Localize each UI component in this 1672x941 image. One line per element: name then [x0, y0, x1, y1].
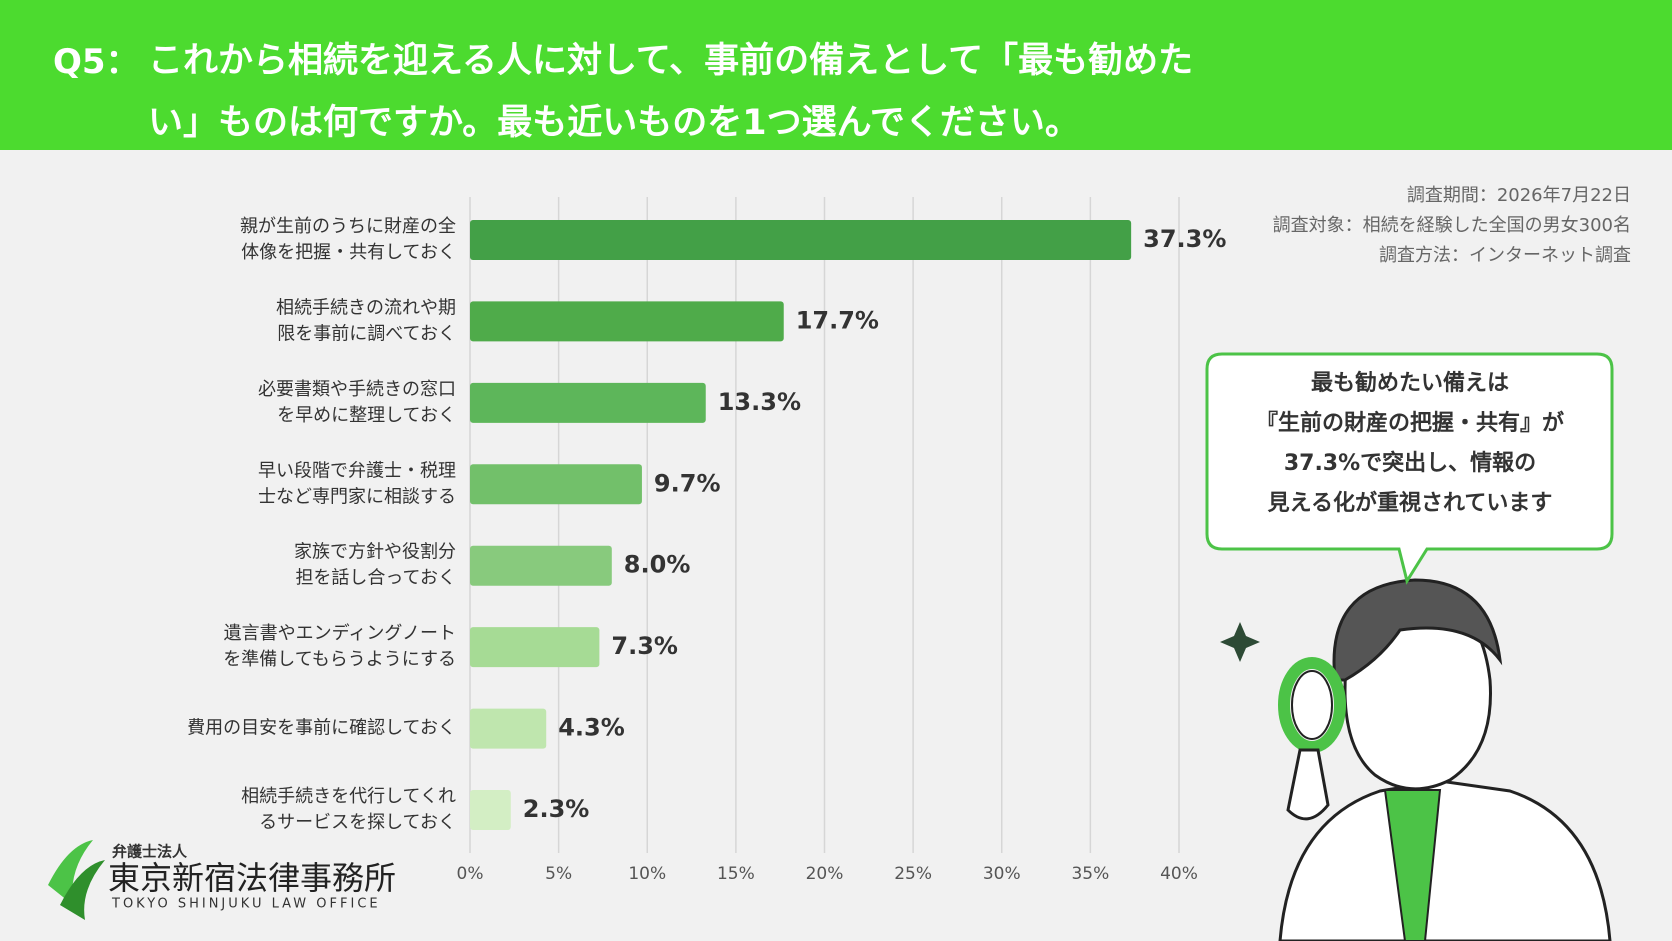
survey-note: 調査期間：2026年7月22日 — [1407, 185, 1631, 206]
bar — [470, 220, 1132, 260]
category-label: 早い段階で弁護士・税理士など専門家に相談する — [258, 460, 456, 507]
category-label: 相続手続きの流れや期限を事前に調べておく — [276, 297, 456, 344]
bar — [470, 790, 511, 830]
value-label: 2.3% — [523, 795, 590, 823]
value-label: 37.3% — [1143, 225, 1226, 253]
value-label: 8.0% — [624, 551, 691, 579]
header: Q5： これから相続を迎える人に対して、事前の備えとして「最も勧めたい」ものは何… — [0, 0, 1672, 150]
x-tick-label: 10% — [628, 864, 666, 884]
bar — [470, 464, 642, 505]
category-label: 相続手続きを代行してくれるサービスを探しておく — [241, 786, 456, 833]
value-label: 13.3% — [718, 388, 801, 416]
callout-text: 最も勧めたい備えは — [1311, 370, 1509, 396]
logo-mark — [48, 840, 105, 920]
category-label: 必要書類や手続きの窓口を早めに整理しておく — [258, 379, 456, 426]
category-label: 親が生前のうちに財産の全体像を把握・共有しておく — [240, 216, 456, 263]
x-tick-label: 35% — [1071, 864, 1109, 884]
bar — [470, 708, 547, 749]
x-tick-label: 25% — [894, 864, 932, 884]
value-label: 9.7% — [654, 469, 721, 497]
callout-text: 見える化が重視されています — [1268, 490, 1553, 516]
logo-english: TOKYO SHINJUKU LAW OFFICE — [111, 897, 381, 912]
value-label: 7.3% — [611, 632, 678, 660]
callout — [1205, 352, 1614, 585]
bar — [470, 545, 612, 586]
illustration — [1220, 578, 1612, 941]
callout-text: 37.3%で突出し、情報の — [1284, 450, 1536, 476]
logo-name: 東京新宿法律事務所 — [108, 859, 396, 897]
x-tick-label: 20% — [806, 864, 844, 884]
value-label: 17.7% — [796, 306, 879, 334]
x-tick-label: 30% — [983, 864, 1021, 884]
survey-note: 調査方法：インターネット調査 — [1379, 245, 1631, 266]
value-label: 4.3% — [558, 714, 625, 742]
x-tick-label: 0% — [457, 864, 484, 884]
category-label: 遺言書やエンディングノートを準備してもらうようにする — [223, 623, 456, 670]
logo-sub: 弁護士法人 — [112, 843, 188, 861]
question-label: Q5： — [53, 42, 140, 82]
bar — [470, 301, 784, 342]
chart-title: これから相続を迎える人に対して、事前の備えとして「最も勧めたい」ものは何ですか。… — [148, 41, 1194, 143]
x-tick-label: 5% — [545, 864, 572, 884]
bar — [470, 627, 600, 668]
callout-text: 『生前の財産の把握・共有』が — [1256, 410, 1564, 436]
category-label: 費用の目安を事前に確認しておく — [187, 718, 456, 739]
category-label: 家族で方針や役割分担を話し合っておく — [294, 542, 456, 589]
survey-note: 調査対象：相続を経験した全国の男女300名 — [1273, 215, 1631, 236]
x-tick-label: 15% — [717, 864, 755, 884]
bar — [470, 382, 706, 423]
x-tick-label: 40% — [1160, 864, 1198, 884]
